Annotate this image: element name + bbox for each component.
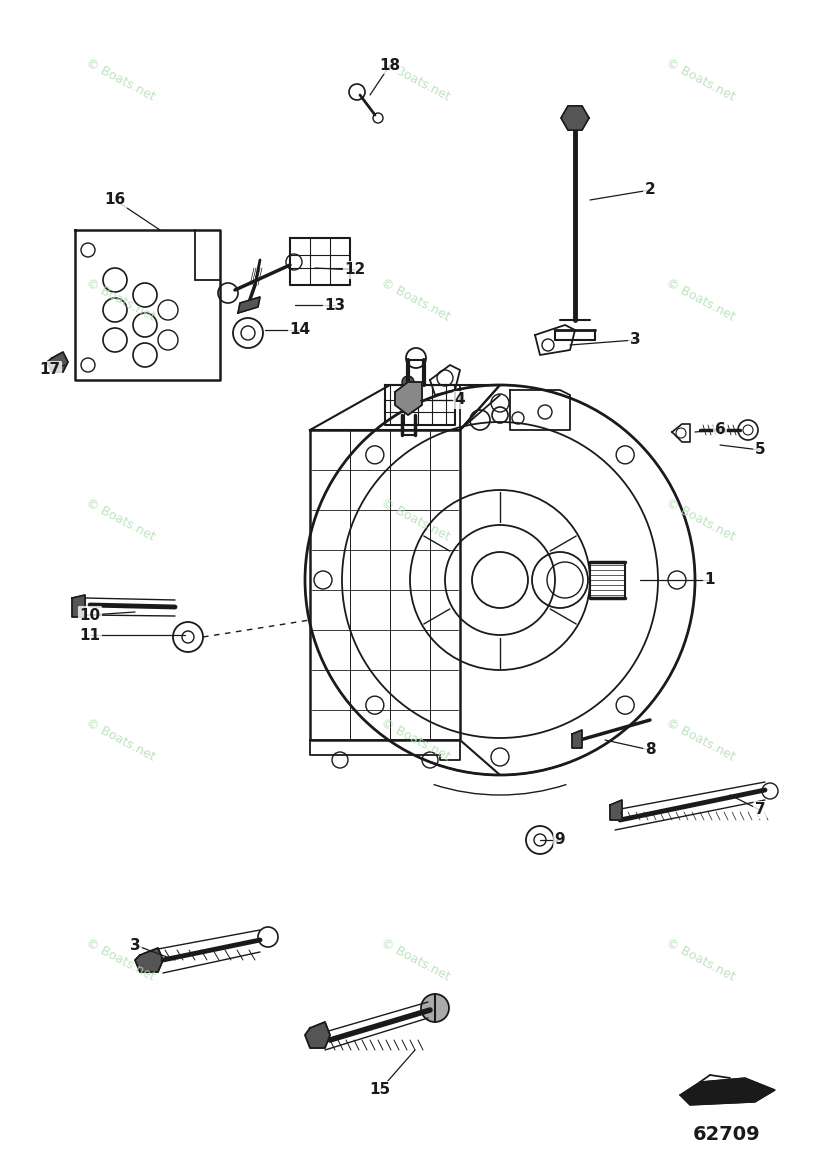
Polygon shape (238, 297, 260, 313)
Text: © Boats.net: © Boats.net (663, 717, 736, 763)
Text: © Boats.net: © Boats.net (663, 56, 736, 104)
Text: © Boats.net: © Boats.net (663, 276, 736, 323)
Circle shape (402, 376, 414, 388)
Circle shape (491, 393, 509, 412)
Polygon shape (395, 382, 422, 415)
Polygon shape (47, 352, 68, 372)
Text: 16: 16 (104, 192, 126, 207)
Text: 3: 3 (630, 333, 641, 348)
Circle shape (421, 994, 449, 1022)
Text: 18: 18 (379, 57, 400, 73)
Text: © Boats.net: © Boats.net (83, 56, 157, 104)
Polygon shape (610, 800, 622, 820)
Text: 7: 7 (755, 802, 766, 817)
Circle shape (616, 446, 634, 464)
Polygon shape (135, 949, 163, 972)
Circle shape (491, 748, 509, 766)
Text: 1: 1 (705, 573, 716, 588)
Text: 15: 15 (369, 1082, 390, 1097)
Text: 11: 11 (79, 628, 101, 643)
Text: 6: 6 (715, 423, 726, 438)
Text: 12: 12 (344, 262, 365, 278)
Circle shape (314, 571, 332, 589)
Circle shape (366, 696, 384, 714)
Text: 3: 3 (130, 938, 140, 952)
Text: © Boats.net: © Boats.net (379, 497, 452, 543)
Text: © Boats.net: © Boats.net (663, 937, 736, 984)
Text: © Boats.net: © Boats.net (83, 497, 157, 543)
Text: 5: 5 (755, 443, 766, 458)
Text: 13: 13 (324, 297, 345, 313)
Text: © Boats.net: © Boats.net (83, 937, 157, 984)
Text: 8: 8 (645, 742, 656, 758)
Polygon shape (561, 105, 589, 130)
Text: 14: 14 (289, 322, 310, 337)
Text: 62709: 62709 (693, 1125, 761, 1144)
Polygon shape (72, 595, 85, 617)
Text: © Boats.net: © Boats.net (379, 937, 452, 984)
Text: © Boats.net: © Boats.net (663, 497, 736, 543)
Text: 17: 17 (39, 363, 61, 377)
Polygon shape (305, 1022, 330, 1048)
Text: © Boats.net: © Boats.net (379, 56, 452, 104)
Circle shape (616, 696, 634, 714)
Text: 2: 2 (645, 183, 656, 198)
Text: © Boats.net: © Boats.net (379, 276, 452, 323)
Circle shape (366, 446, 384, 464)
Text: 10: 10 (79, 608, 101, 623)
Text: © Boats.net: © Boats.net (83, 717, 157, 763)
Text: 4: 4 (455, 392, 465, 408)
Text: © Boats.net: © Boats.net (379, 717, 452, 763)
Circle shape (668, 571, 686, 589)
Polygon shape (680, 1078, 775, 1105)
Text: © Boats.net: © Boats.net (83, 276, 157, 323)
Polygon shape (572, 730, 582, 748)
Text: 9: 9 (555, 833, 565, 848)
